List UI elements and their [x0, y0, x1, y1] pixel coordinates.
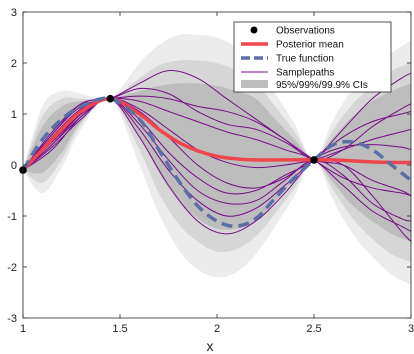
x-axis-title: x: [207, 338, 214, 354]
axis-ticks: 1 1.5 2 2.5 3 -3 -2 -1 0 1 2 3: [7, 7, 414, 335]
legend-posterior-mean-label: Posterior mean: [276, 40, 344, 51]
legend-samplepaths-label: Samplepaths: [276, 68, 334, 79]
y-tick-label-1: -3: [7, 313, 17, 325]
posterior-mean-layer: [23, 96, 411, 172]
x-tick-label-1: 1: [20, 323, 26, 335]
legend-true-function-label: True function: [276, 54, 334, 65]
ci95-band: [23, 83, 411, 242]
legend-observations-label: Observations: [276, 26, 335, 37]
samplepath-10: [23, 98, 411, 222]
y-tick-label-7: 3: [11, 7, 17, 19]
observation-point-3: [310, 156, 318, 164]
x-tick-label-3: 2: [214, 323, 220, 335]
legend-ci-label: 95%/99%/99.9% CIs: [276, 80, 368, 91]
posterior-mean-line: [23, 96, 411, 172]
samplepath-9: [23, 95, 411, 171]
y-tick-label-5: 1: [11, 109, 17, 121]
x-tick-label-2: 1.5: [112, 323, 127, 335]
y-tick-label-6: 2: [11, 58, 17, 70]
x-tick-label-4: 2.5: [306, 323, 321, 335]
legend: Observations Posterior mean True functio…: [233, 21, 392, 93]
x-tick-label-5: 3: [408, 323, 414, 335]
legend-ci-swatch: [241, 80, 268, 88]
y-tick-label-2: -2: [7, 262, 17, 274]
y-tick-label-3: -1: [7, 211, 17, 223]
legend-observations-marker: [250, 26, 258, 34]
true-function-layer: [23, 96, 411, 228]
observation-point-2: [106, 94, 115, 103]
y-tick-label-4: 0: [11, 160, 17, 172]
true-function-line: [23, 96, 411, 228]
